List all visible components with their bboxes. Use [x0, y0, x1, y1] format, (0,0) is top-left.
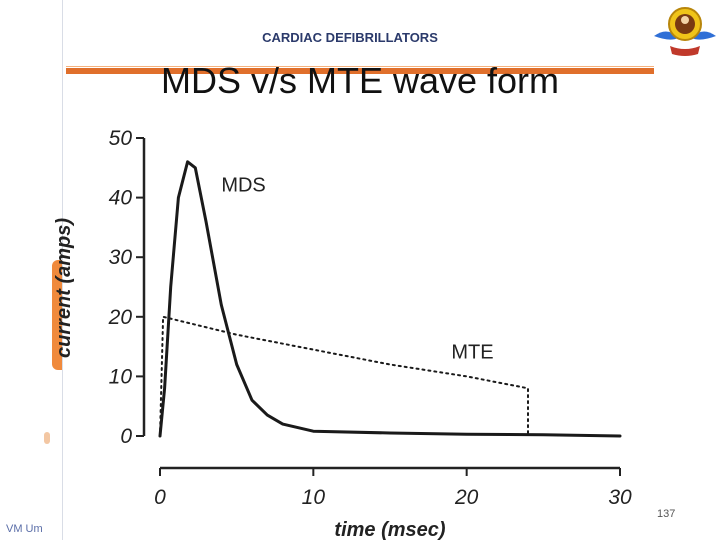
x-tick-label: 30	[608, 486, 632, 509]
x-axis: 0 10 20 30	[154, 466, 632, 509]
y-axis-title: current (amps)	[53, 218, 75, 358]
y-tick-label: 30	[109, 246, 133, 269]
footer-author: VM Um	[6, 523, 43, 535]
y-tick-label: 20	[108, 306, 133, 329]
series-line-mte	[159, 315, 529, 437]
left-rail-divider	[62, 0, 63, 540]
left-rail-accent	[52, 260, 62, 370]
series-label-mds: MDS	[221, 175, 265, 197]
x-tick-label: 10	[302, 486, 326, 509]
y-tick-label: 10	[109, 365, 133, 388]
title-rule	[66, 68, 654, 74]
y-axis: 0 10 20 30 40 50	[108, 127, 146, 448]
waveform-chart: 0 10 20 30 40 50 0 10 20 30 MDS MTE current (amps…	[53, 127, 632, 540]
x-axis-title: time (msec)	[334, 519, 445, 540]
slide-title: MDS v/s MTE wave form	[160, 60, 560, 101]
label-layer: MDS MTE	[221, 175, 493, 364]
series-label-mte: MTE	[451, 342, 493, 364]
y-tick-label: 0	[120, 425, 132, 448]
left-rail-dot	[44, 432, 50, 444]
y-tick-label: 40	[109, 187, 133, 210]
x-tick-label: 0	[154, 486, 166, 509]
title-rule-highlight	[66, 66, 654, 67]
y-tick-label: 50	[109, 127, 133, 150]
series-layer	[158, 160, 622, 438]
page-number: 137	[657, 508, 676, 520]
series-line-mds	[158, 160, 622, 438]
section-header: CARDIAC DEFIBRILLATORS	[262, 30, 438, 45]
institution-logo	[654, 7, 716, 56]
x-tick-label: 20	[454, 486, 479, 509]
left-rail	[0, 0, 62, 540]
